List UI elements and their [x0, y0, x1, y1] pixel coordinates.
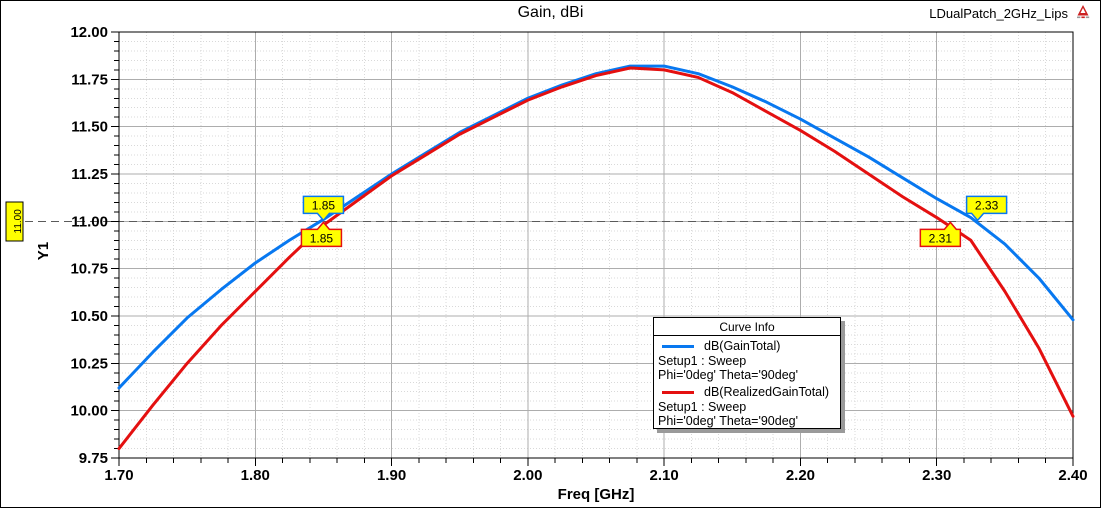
curve-db-gaintotal-[interactable]: [117, 64, 1075, 390]
x-tick-label: 2.10: [650, 467, 679, 484]
x-tick-label: 2.40: [1058, 467, 1087, 484]
legend-entry-name: dB(RealizedGainTotal): [704, 385, 830, 399]
y-tick-label: 11.25: [71, 166, 108, 183]
chart-title: Gain, dBi: [517, 4, 584, 21]
marker-label: 1.85: [312, 198, 336, 212]
legend-entry-angles: Phi='0deg' Theta='90deg': [658, 414, 798, 428]
reference-line-tag-label: 11.00: [13, 209, 24, 234]
marker-callout-2.31[interactable]: [919, 221, 962, 248]
x-tick-label: 2.30: [922, 467, 951, 484]
y-tick-label: 10.25: [70, 355, 108, 372]
y-tick-label: 11.50: [71, 119, 108, 136]
y-tick-label: 11.75: [71, 71, 108, 88]
marker-callout-1.85[interactable]: [300, 221, 343, 248]
y-tick-label: 11.00: [71, 213, 108, 230]
x-tick-label: 2.00: [513, 467, 542, 484]
y-tick-label: 10.50: [70, 308, 108, 325]
marker-label: 2.33: [975, 198, 999, 212]
design-name-label: LDualPatch_2GHz_Lips: [929, 6, 1068, 21]
x-tick-label: 1.70: [104, 467, 133, 484]
curve-db-realizedgaintotal-[interactable]: [117, 66, 1075, 451]
marker-callout-1.85[interactable]: [302, 195, 345, 222]
y-tick-label: 12.00: [70, 24, 108, 41]
y-tick-label: 9.75: [79, 450, 108, 467]
x-tick-label: 2.20: [786, 467, 815, 484]
marker-label: 2.31: [929, 231, 953, 245]
x-axis-label: Freq [GHz]: [557, 486, 635, 503]
x-tick-label: 1.90: [377, 467, 406, 484]
plot-frame: [118, 31, 1074, 459]
marker-callout-2.33[interactable]: [965, 195, 1008, 222]
legend-entry-angles: Phi='0deg' Theta='90deg': [658, 368, 798, 382]
legend-entry-setup: Setup1 : Sweep: [658, 354, 747, 368]
y-axis-label: Y1: [34, 241, 52, 261]
legend-entry-gaintotal[interactable]: dB(GainTotal) Setup1 : Sweep Phi='0deg' …: [654, 336, 840, 382]
ansys-logo-icon: [1077, 5, 1090, 19]
reference-line-tag[interactable]: [5, 201, 24, 242]
x-tick-label: 1.80: [241, 467, 270, 484]
legend-title: Curve Info: [654, 318, 840, 336]
legend-entry-realizedgaintotal[interactable]: dB(RealizedGainTotal) Setup1 : Sweep Phi…: [654, 382, 840, 428]
y-tick-label: 10.00: [70, 403, 108, 420]
marker-label: 1.85: [310, 231, 334, 245]
legend-box[interactable]: Curve Info dB(GainTotal) Setup1 : Sweep …: [653, 317, 841, 429]
gaintotal-line-swatch: [662, 344, 694, 348]
legend-entry-name: dB(GainTotal): [704, 339, 781, 353]
realizedgaintotal-line-swatch: [662, 390, 694, 394]
legend-entry-setup: Setup1 : Sweep: [658, 400, 747, 414]
y-tick-label: 10.75: [70, 261, 108, 278]
